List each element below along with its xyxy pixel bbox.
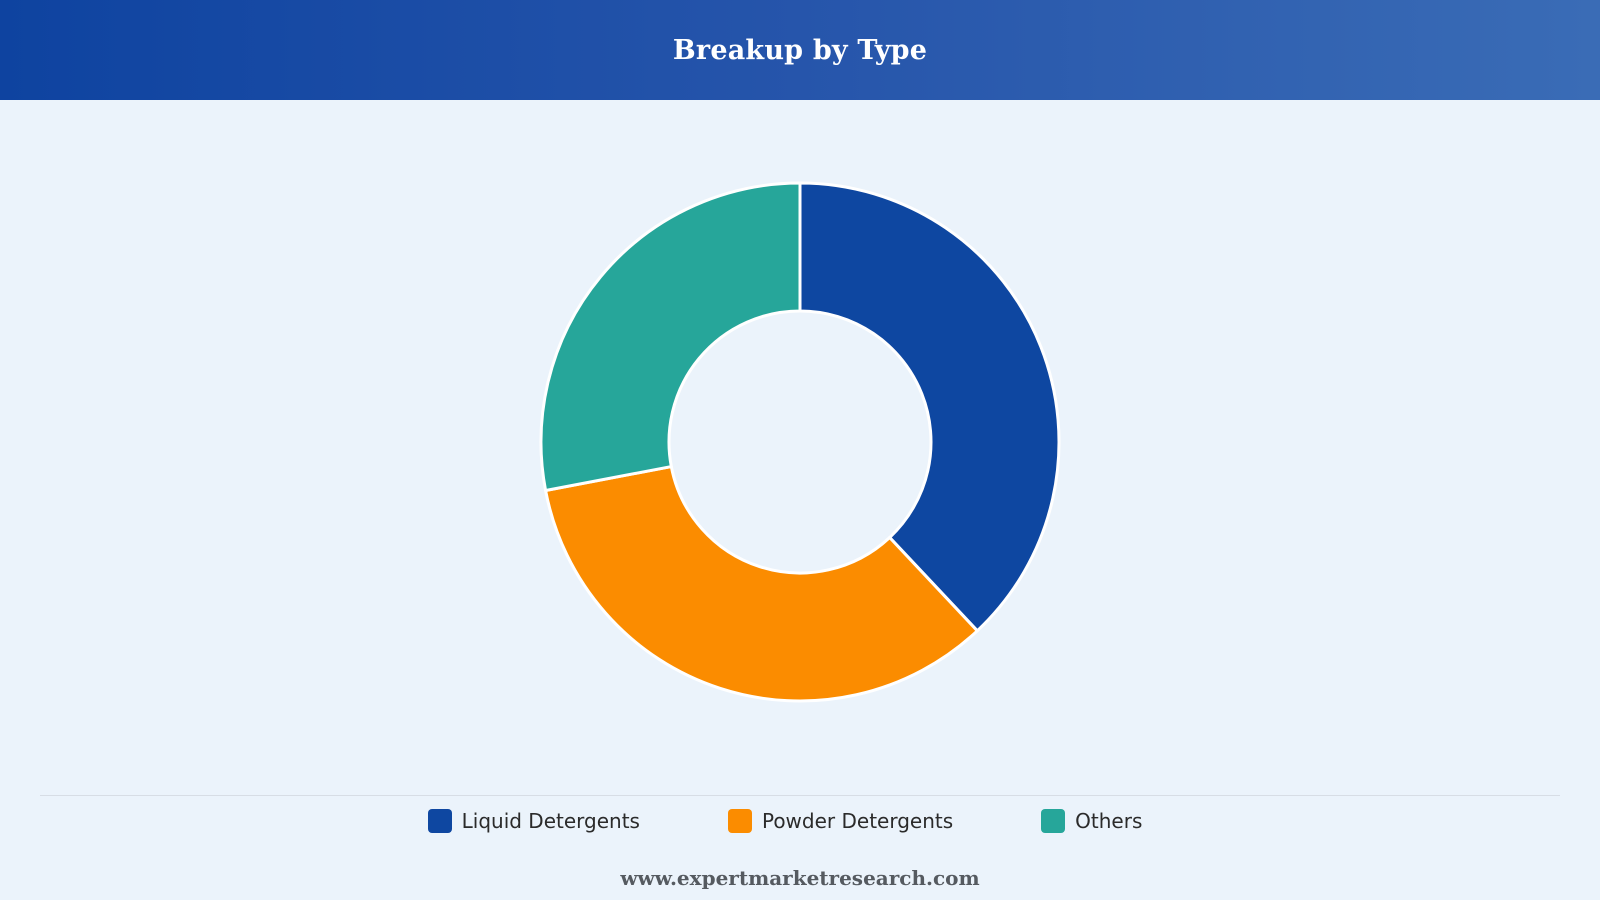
- legend-swatch: [1041, 809, 1066, 833]
- source-url: www.expertmarketresearch.com: [620, 866, 980, 890]
- donut-slice-liquid-detergents[interactable]: [798, 181, 1061, 633]
- donut-chart-svg: [539, 181, 1061, 703]
- donut-slice-powder-detergents[interactable]: [544, 465, 979, 703]
- legend-item-liquid-detergents[interactable]: Liquid Detergents: [427, 809, 640, 833]
- legend-swatch: [727, 809, 752, 833]
- legend-label: Liquid Detergents: [461, 809, 640, 833]
- legend-divider: [40, 795, 1560, 796]
- legend-label: Powder Detergents: [761, 809, 954, 833]
- legend-label: Others: [1075, 809, 1143, 833]
- donut-slice-others[interactable]: [539, 181, 802, 493]
- donut-chart: [0, 100, 1600, 790]
- chart-title: Breakup by Type: [672, 34, 928, 66]
- legend-swatch: [427, 809, 452, 833]
- chart-legend: Liquid Detergents Powder Detergents Othe…: [0, 806, 1600, 836]
- legend-item-powder-detergents[interactable]: Powder Detergents: [727, 809, 954, 833]
- chart-header: Breakup by Type: [0, 0, 1600, 100]
- legend-item-others[interactable]: Others: [1041, 809, 1142, 833]
